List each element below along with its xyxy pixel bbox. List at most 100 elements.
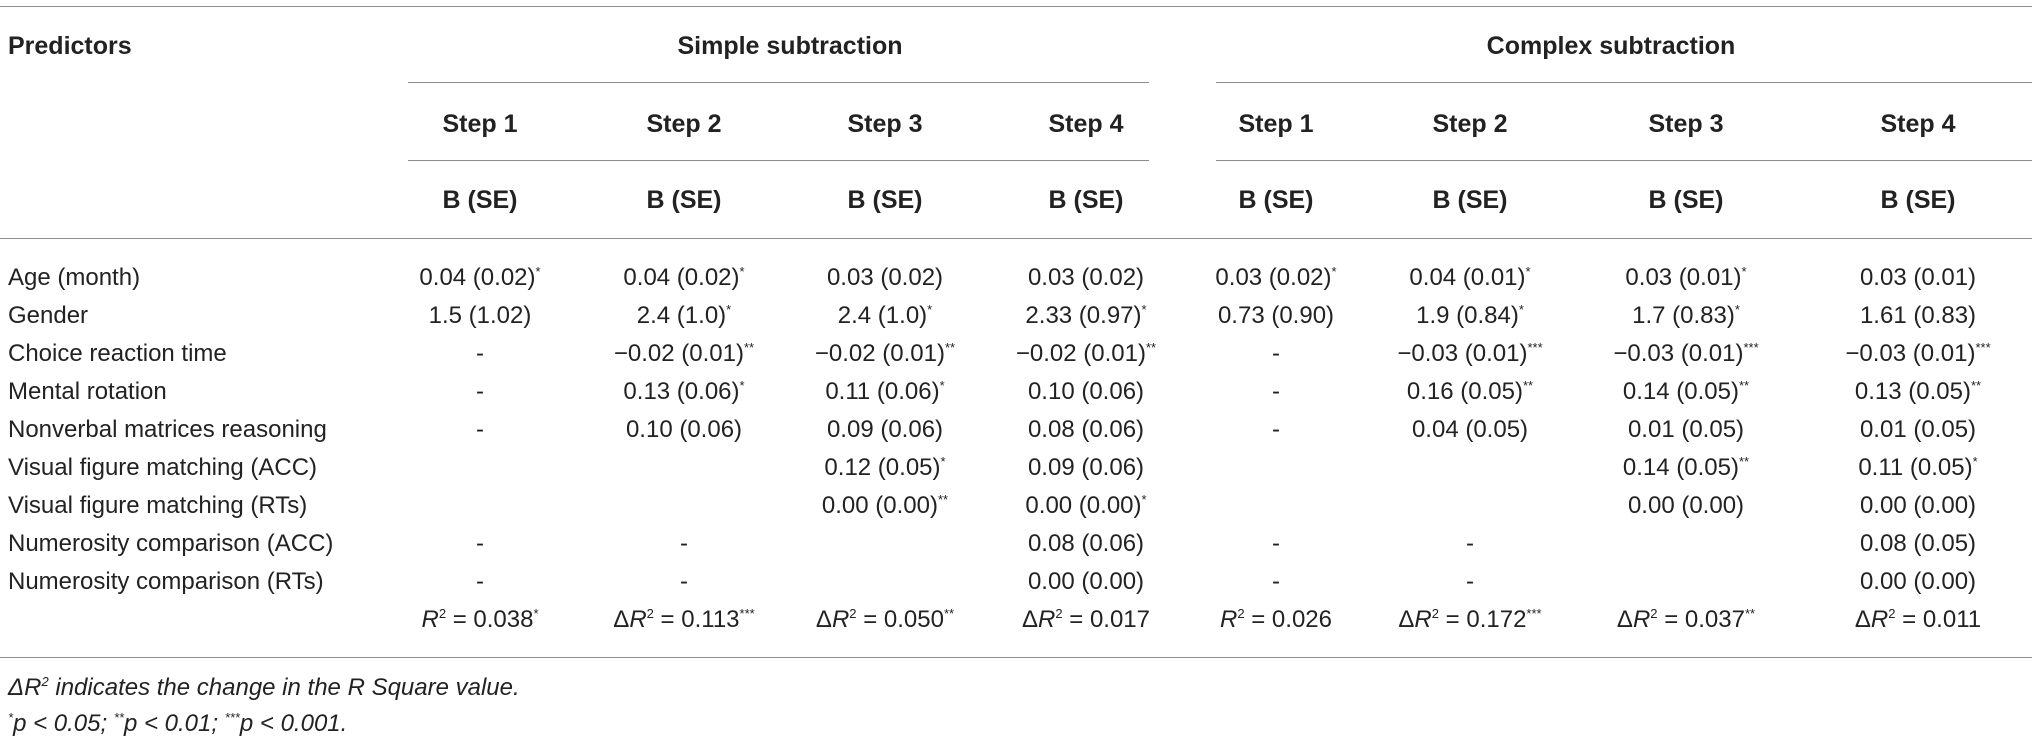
- table-cell: 0.14 (0.05)**: [1623, 454, 1749, 482]
- step-header: Step 3: [847, 110, 923, 138]
- table-cell: 1.61 (0.83): [1860, 302, 1976, 330]
- row-label: Visual figure matching (RTs): [8, 492, 308, 519]
- cell-value: 0.03 (0.02): [826, 264, 944, 291]
- cell-value: -: [1272, 378, 1280, 405]
- cell-value: 0.73 (0.90): [1217, 302, 1335, 329]
- cell-value: 0.04 (0.02): [419, 264, 536, 291]
- significance-marker: **: [944, 340, 956, 355]
- table-cell: 0.08 (0.06): [1028, 530, 1144, 558]
- table-cell: 0.12 (0.05)*: [824, 454, 945, 482]
- row-label: Gender: [8, 302, 89, 329]
- complex-group-rule: [1216, 82, 2032, 83]
- table-cell: −0.03 (0.01)***: [1613, 340, 1758, 368]
- cell-value: 2.4 (1.0): [636, 302, 727, 329]
- table-cell: 0.73 (0.90): [1218, 302, 1334, 330]
- step-header: Step 1: [442, 110, 518, 138]
- significance-marker: **: [1738, 454, 1750, 469]
- cell-value: -: [1272, 568, 1280, 595]
- note-significance: *p < 0.05; **p < 0.01; ***p < 0.001.: [8, 710, 347, 738]
- table-cell: -: [680, 530, 688, 558]
- cell-value: 0.11 (0.06): [825, 378, 940, 405]
- table-cell: 0.03 (0.02)*: [1215, 264, 1336, 292]
- cell-value: 0.03 (0.01): [1625, 264, 1742, 291]
- r-squared-value: = 0.017: [1062, 606, 1151, 633]
- step-header: Step 2: [1432, 110, 1508, 138]
- table-cell: 0.10 (0.06): [626, 416, 742, 444]
- cell-value: 0.08 (0.05): [1859, 530, 1977, 557]
- significance-marker: *: [1141, 492, 1147, 507]
- table-cell: 0.00 (0.00): [1628, 492, 1744, 520]
- cell-value: 0.03 (0.02): [1215, 264, 1332, 291]
- coef-header: B (SE): [847, 186, 923, 214]
- table-cell: 0.14 (0.05)**: [1623, 378, 1749, 406]
- table-cell: 0.03 (0.01): [1860, 264, 1976, 292]
- significance-marker: ***: [1526, 606, 1542, 621]
- predictors-header: Predictors: [8, 32, 132, 60]
- table-cell: -: [476, 568, 484, 596]
- cell-value: 0.14 (0.05): [1622, 454, 1739, 481]
- table-cell: 2.33 (0.97)*: [1025, 302, 1146, 330]
- cell-value: -: [476, 378, 484, 405]
- cell-value: 0.10 (0.06): [1027, 378, 1145, 405]
- table-cell: 0.16 (0.05)**: [1407, 378, 1533, 406]
- table-cell: 0.04 (0.05): [1412, 416, 1528, 444]
- significance-marker: **: [943, 606, 955, 621]
- cell-value: 0.04 (0.05): [1411, 416, 1529, 443]
- cell-value: 1.7 (0.83): [1632, 302, 1735, 329]
- r-squared-value: = 0.011: [1895, 606, 1982, 633]
- cell-value: 0.01 (0.05): [1859, 416, 1977, 443]
- top-rule: [0, 6, 2032, 7]
- table-cell: 0.09 (0.06): [827, 416, 943, 444]
- table-cell: 0.01 (0.05): [1860, 416, 1976, 444]
- complex-subtraction-header: Complex subtraction: [1486, 32, 1736, 60]
- row-label: Choice reaction time: [8, 340, 227, 367]
- r-squared-cell: ΔR2 = 0.172***: [1398, 606, 1542, 633]
- coef-header: B (SE): [1238, 186, 1314, 214]
- significance-text: p < 0.05;: [13, 710, 114, 737]
- cell-value: 0.00 (0.00): [1627, 492, 1745, 519]
- row-label: Numerosity comparison (RTs): [8, 568, 324, 595]
- cell-value: -: [1272, 530, 1280, 557]
- significance-marker: **: [743, 340, 755, 355]
- table-cell: -: [1272, 340, 1280, 368]
- note-text: indicates the change in the R Square val…: [48, 674, 520, 701]
- row-label: Nonverbal matrices reasoning: [8, 416, 327, 443]
- significance-marker: *: [927, 302, 933, 317]
- cell-value: 0.00 (0.00): [1027, 568, 1145, 595]
- r-symbol: R: [629, 606, 647, 633]
- cell-value: 0.16 (0.05): [1406, 378, 1523, 405]
- table-cell: 0.09 (0.06): [1028, 454, 1144, 482]
- table-cell: −0.03 (0.01)***: [1397, 340, 1542, 368]
- r-symbol: R: [1414, 606, 1432, 633]
- table-cell: -: [476, 416, 484, 444]
- coef-header: B (SE): [442, 186, 518, 214]
- note-r-symbol: R: [24, 674, 42, 701]
- table-cell: -: [476, 530, 484, 558]
- table-cell: 0.11 (0.05)*: [1858, 454, 1977, 482]
- cell-value: -: [476, 530, 484, 557]
- r-symbol: R: [421, 606, 439, 633]
- cell-value: 0.00 (0.00): [1859, 492, 1977, 519]
- significance-marker: *: [1972, 454, 1978, 469]
- cell-value: −0.02 (0.01): [613, 340, 744, 367]
- table-cell: 0.03 (0.01)*: [1625, 264, 1746, 292]
- table-cell: -: [1272, 378, 1280, 406]
- table-cell: −0.02 (0.01)**: [1016, 340, 1156, 368]
- cell-value: −0.03 (0.01): [1613, 340, 1744, 367]
- table-cell: −0.03 (0.01)***: [1845, 340, 1990, 368]
- table-cell: -: [1466, 568, 1474, 596]
- table-cell: -: [476, 340, 484, 368]
- cell-value: −0.02 (0.01): [814, 340, 945, 367]
- table-cell: 0.03 (0.02): [827, 264, 943, 292]
- cell-value: 0.09 (0.06): [826, 416, 944, 443]
- table-cell: 0.04 (0.02)*: [623, 264, 744, 292]
- significance-marker: **: [1744, 606, 1756, 621]
- table-cell: -: [1272, 530, 1280, 558]
- delta-symbol: Δ: [1616, 606, 1633, 633]
- table-cell: 0.00 (0.00): [1860, 492, 1976, 520]
- cell-value: 0.12 (0.05): [824, 454, 941, 481]
- table-cell: -: [1466, 530, 1474, 558]
- coef-header: B (SE): [646, 186, 722, 214]
- cell-value: 0.13 (0.06): [623, 378, 740, 405]
- table-cell: 0.11 (0.06)*: [825, 378, 944, 406]
